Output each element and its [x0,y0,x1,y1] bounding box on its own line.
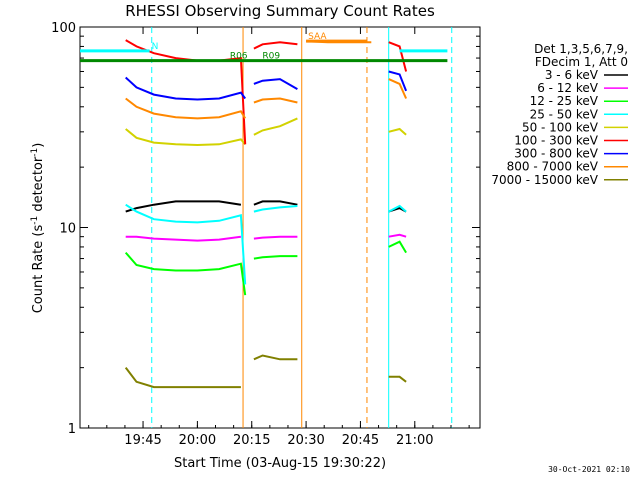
series-4-segment-0 [125,128,246,147]
x-tick-label-0: 19:45 [124,433,161,448]
footer-date: 30-Oct-2021 02:10 [548,465,630,474]
series-1-segment-2 [388,233,407,238]
series-1-segment-1 [253,235,298,240]
series-6-segment-1 [253,78,298,90]
series-6-segment-0 [125,76,247,101]
legend-label-1: 6 - 12 keV [537,81,599,95]
series-7-segment-1 [253,97,298,104]
x-tick-label-3: 20:30 [287,433,324,448]
legend: Det 1,3,5,6,7,9, FDecim 1, Att 0 3 - 6 k… [491,42,628,187]
series-5-segment-2 [388,41,408,72]
legend-label-4: 50 - 100 keV [522,120,599,134]
x-tick-label-4: 20:45 [342,433,379,448]
series-7-segment-0 [125,97,247,120]
series-8-segment-2 [388,375,407,383]
legend-label-2: 12 - 25 keV [530,94,599,108]
flag-label-5: R09 [262,52,280,62]
flag-label-3: SAA [308,32,327,42]
x-axis-label: Start Time (03-Aug-15 19:30:22) [174,456,386,471]
y-axis-label: Count Rate (s-1 detector-1) [30,143,46,314]
x-tick-label-2: 20:15 [233,433,270,448]
plot-frame [79,26,481,429]
series-8-segment-0 [124,366,241,389]
series-6-segment-2 [388,70,408,92]
x-tick-label-5: 21:00 [396,433,433,448]
flag-label-0: N [152,42,159,52]
legend-label-0: 3 - 6 keV [545,68,599,82]
plot-area: N SAA R06 R09 19:45 20:00 20:15 20:30 20:45 21:00… [51,21,481,448]
y-tick-label-1: 10 [59,222,76,237]
legend-header-line-1: Det 1,3,5,6,7,9, [534,42,628,56]
series-8-segment-1 [253,354,298,361]
series-0-segment-1 [253,200,298,206]
legend-label-8: 7000 - 15000 keV [491,173,598,187]
legend-label-7: 800 - 7000 keV [507,160,599,174]
series-7-segment-3 [388,78,408,99]
x-tick-label-1: 20:00 [179,433,216,448]
y-tick-label-2: 100 [51,21,76,36]
series-4-segment-2 [388,127,407,136]
series-2-segment-1 [253,255,298,260]
series-2-segment-0 [124,251,247,296]
legend-label-6: 300 - 800 keV [514,147,598,161]
legend-label-3: 25 - 50 keV [530,107,599,121]
chart-title: RHESSI Observing Summary Count Rates [125,2,435,20]
legend-header-line-2: FDecim 1, Att 0 [535,55,628,69]
y-tick-label-0: 1 [68,422,76,437]
series-5-segment-0 [125,39,247,145]
series-3-segment-1 [253,205,298,213]
series-2-segment-2 [388,240,407,254]
series-3-segment-2 [388,204,407,213]
legend-label-5: 100 - 300 keV [514,134,598,148]
series-4-segment-1 [253,117,298,136]
series-5-segment-1 [253,41,298,50]
series-3-segment-0 [125,203,247,285]
series-0-segment-0 [125,200,242,213]
series-1-segment-0 [125,235,242,242]
flag-label-4: R06 [230,52,248,62]
